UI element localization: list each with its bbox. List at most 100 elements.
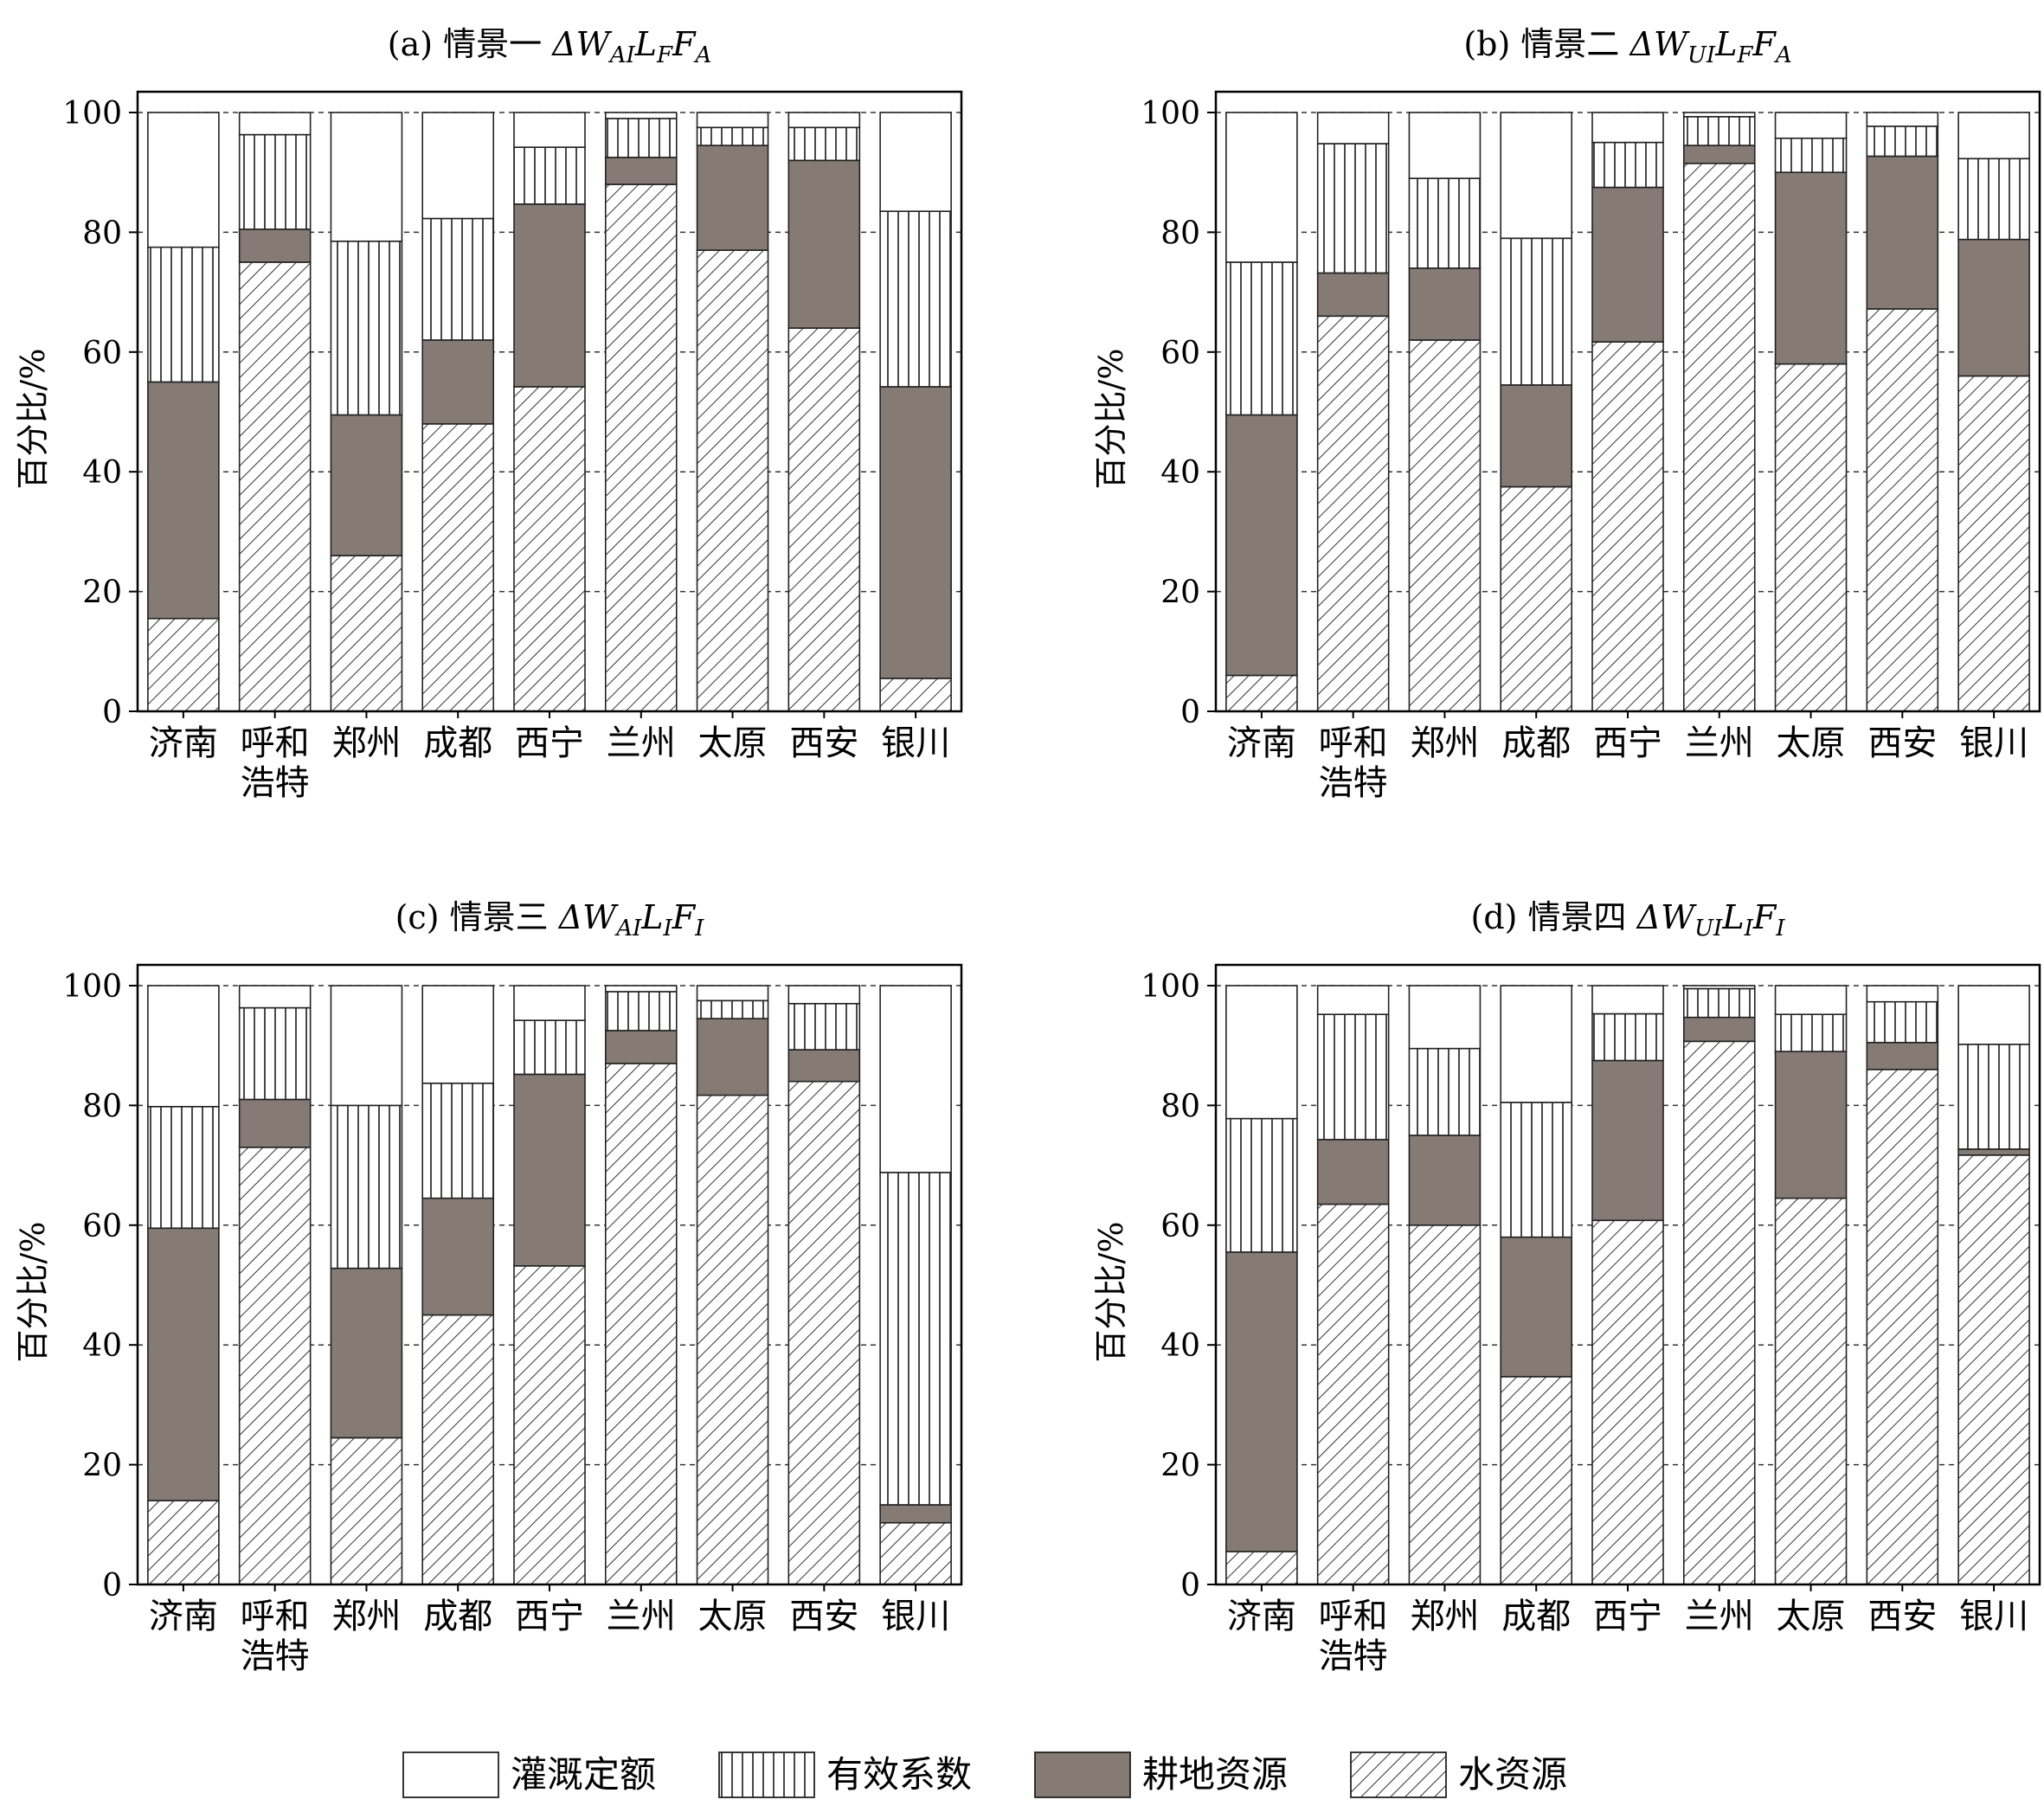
bar-segment-land — [879, 1504, 952, 1524]
bar-segment-water — [1591, 1219, 1664, 1585]
bar-segment-coef — [1408, 1047, 1482, 1136]
category-label: 银川 — [881, 1597, 950, 1636]
bar-segment-quota — [1408, 112, 1482, 179]
category-label: 兰州 — [1685, 1597, 1754, 1636]
bar-segment-quota — [1316, 112, 1390, 145]
bar-segment-coef — [330, 1104, 403, 1269]
bar-segment-water — [513, 1265, 586, 1585]
bar-segment-quota — [330, 112, 403, 242]
bar-segment-land — [421, 1197, 495, 1316]
y-tick-label: 80 — [1160, 215, 1200, 251]
category-label: 郑州 — [1410, 723, 1479, 763]
bar-segment-coef — [1591, 1012, 1664, 1062]
bar-segment-coef — [1591, 141, 1664, 189]
bar-segment-coef — [1957, 1044, 2030, 1150]
bar-segment-coef — [1316, 143, 1390, 274]
y-tick-label: 20 — [82, 1449, 122, 1484]
bar-segment-water — [421, 423, 495, 712]
bar-segment-quota — [879, 112, 952, 212]
category-label: 成都 — [423, 1597, 492, 1636]
bar-segment-land — [1225, 414, 1298, 677]
chart-title: (d) 情景四 ΔWUILIFI — [1471, 898, 1786, 942]
category-label: 郑州 — [331, 723, 401, 763]
category-label: 呼和 — [241, 723, 310, 763]
category-label: 浩特 — [241, 1636, 310, 1676]
bar-segment-land — [1591, 1059, 1664, 1222]
category-label: 银川 — [1959, 1597, 2028, 1636]
category-label: 呼和 — [1319, 1597, 1388, 1636]
bar-segment-coef — [1682, 987, 1756, 1019]
bar-segment-water — [1316, 1203, 1390, 1585]
bar-segment-land — [1682, 1016, 1756, 1043]
bar-segment-land — [238, 228, 312, 263]
category-label: 西安 — [789, 723, 858, 763]
chart-title: (a) 情景一 ΔWAILFFA — [388, 25, 711, 68]
bar-segment-water — [238, 261, 312, 712]
bar-segment-land — [513, 1073, 586, 1267]
bar-segment-water — [1866, 308, 1939, 712]
bar-segment-quota — [1591, 985, 1664, 1015]
legend-swatch-land — [1034, 1751, 1131, 1798]
bar-segment-water — [879, 1521, 952, 1585]
bar-segment-water — [513, 386, 586, 712]
y-tick-label: 20 — [82, 575, 122, 611]
bar-segment-coef — [1500, 237, 1573, 386]
bar-segment-water — [1225, 1551, 1298, 1585]
y-tick-label: 20 — [1160, 575, 1200, 611]
bar-segment-quota — [421, 112, 495, 220]
bar-segment-water — [1316, 315, 1390, 712]
bar-segment-quota — [1682, 985, 1756, 990]
bar-segment-quota — [1682, 112, 1756, 118]
bar-segment-land — [1225, 1251, 1298, 1552]
bar-segment-quota — [1957, 112, 2030, 160]
bar-segment-coef — [1957, 157, 2030, 241]
bar-segment-coef — [1774, 1013, 1848, 1052]
bar-segment-water — [1591, 341, 1664, 712]
category-label: 呼和 — [1319, 723, 1388, 763]
bar-segment-land — [1774, 1051, 1848, 1199]
bar-segment-water — [1957, 375, 2030, 712]
bar-segment-land — [787, 159, 861, 329]
bar-segment-coef — [238, 1006, 312, 1101]
y-axis-label: 百分比/% — [14, 349, 52, 490]
legend-label-quota: 灌溉定额 — [511, 1753, 656, 1796]
bar-segment-quota — [147, 985, 220, 1108]
category-label: 银川 — [1959, 723, 2028, 763]
bar-segment-water — [1774, 363, 1848, 712]
category-label: 济南 — [1227, 723, 1296, 763]
bar-segment-quota — [604, 985, 678, 993]
bar-segment-water — [787, 1080, 861, 1585]
legend: 灌溉定额 有效系数 耕地资源 水资源 — [402, 1751, 1567, 1798]
axes-frame — [136, 90, 963, 713]
bar-segment-water — [696, 1094, 769, 1585]
bar-segment-water — [330, 555, 403, 712]
bar-segment-land — [147, 381, 220, 620]
axes-frame — [1214, 90, 2041, 713]
bar-segment-water — [1225, 674, 1298, 712]
bar-segment-land — [1500, 384, 1573, 488]
category-label: 兰州 — [607, 1597, 676, 1636]
y-tick-label: 0 — [102, 1568, 122, 1604]
bar-segment-quota — [1591, 112, 1664, 144]
y-tick-label: 60 — [82, 336, 122, 371]
y-axis-label: 百分比/% — [1092, 349, 1130, 490]
chart-title: (b) 情景二 ΔWUILFFA — [1463, 25, 1791, 68]
bar-segment-quota — [1774, 985, 1848, 1016]
bar-segment-quota — [1500, 112, 1573, 240]
chart-title: (c) 情景三 ΔWAILIFI — [395, 898, 705, 942]
bar-segment-quota — [1500, 985, 1573, 1103]
y-tick-label: 80 — [1160, 1089, 1200, 1124]
bar-segment-coef — [1316, 1013, 1390, 1141]
bar-segment-land — [879, 386, 952, 679]
bar-segment-coef — [787, 1002, 861, 1051]
bar-segment-land — [696, 145, 769, 251]
category-label: 西宁 — [515, 1597, 584, 1636]
bar-segment-land — [1408, 1134, 1482, 1226]
y-axis-label: 百分比/% — [14, 1222, 52, 1363]
bar-segment-land — [1682, 145, 1756, 164]
category-label: 郑州 — [1410, 1597, 1479, 1636]
category-label: 浩特 — [1319, 1636, 1388, 1676]
bar-segment-quota — [330, 985, 403, 1107]
